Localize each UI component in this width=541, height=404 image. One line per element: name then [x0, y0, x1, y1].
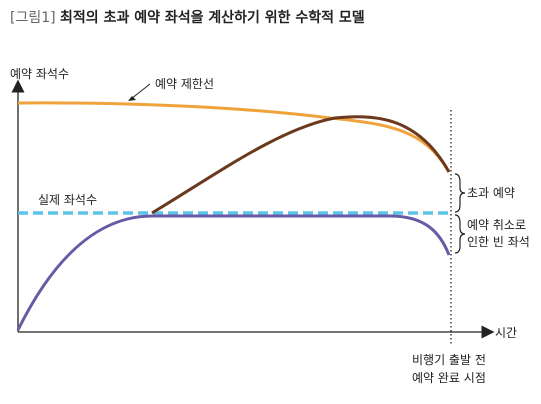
overbook-brace: [454, 173, 466, 213]
cancel-label-line1: 예약 취소로: [467, 217, 526, 232]
cancel-label-line2: 인한 빈 좌석: [467, 235, 530, 249]
x-axis-label: 시간: [495, 326, 517, 340]
departure-label-line2: 예약 완료 시점: [412, 370, 486, 385]
departure-label-line1: 비행기 출발 전: [412, 352, 486, 367]
booked-seats-curve: [151, 115, 451, 215]
actual-seats-curve: [16, 214, 451, 331]
figure-heading: 최적의 초과 예약 좌석을 계산하기 위한 수학적 모델: [60, 10, 365, 26]
actual-label: 실제 좌석수: [38, 193, 97, 207]
limit-label: 예약 제한선: [155, 76, 214, 91]
limit-pointer: [130, 83, 151, 100]
booking-limit-curve: [17, 101, 451, 173]
figure-tag: [그림1]: [10, 10, 56, 26]
cancel-brace: [454, 214, 466, 254]
limit-pointer-head: [128, 96, 136, 101]
overbook-label: 초과 예약: [467, 185, 515, 200]
y-axis-label: 예약 좌석수: [10, 66, 69, 81]
figure-title: [그림1] 최적의 초과 예약 좌석을 계산하기 위한 수학적 모델: [10, 7, 365, 27]
